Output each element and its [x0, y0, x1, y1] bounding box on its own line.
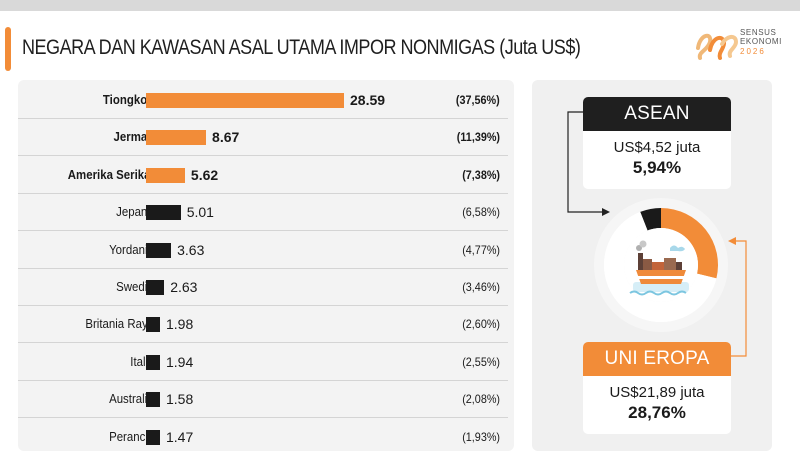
value-label: 1.98 — [166, 316, 194, 333]
bar-amerika-serikat — [146, 167, 185, 183]
bar-tiongkok — [146, 93, 344, 108]
table-row: Italia 1.94 (2,55%) — [18, 344, 508, 381]
value-label: 5.01 — [186, 204, 214, 221]
bar-swedia — [146, 280, 165, 295]
share-label: (7,38%) — [462, 167, 500, 182]
table-row: Amerika Serikat 5.62 (7,38%) — [18, 157, 508, 194]
country-label: Perancis — [109, 428, 154, 444]
title-accent-bar — [5, 27, 11, 71]
logo-text-3: 2026 — [740, 47, 766, 56]
asean-share: 5,94% — [632, 158, 682, 177]
donut-slice-uni-eropa — [661, 208, 719, 279]
bar-jepang — [146, 205, 181, 221]
table-row: Jepang 5.01 (6,58%) — [18, 194, 508, 232]
bar-perancis — [146, 429, 160, 445]
value-label: 8.67 — [212, 129, 240, 146]
eu-card: UNI EROPA US$21,89 juta 28,76% — [583, 342, 731, 434]
asean-card: ASEAN US$4,52 juta 5,94% — [583, 97, 731, 189]
share-label: (4,77%) — [462, 242, 500, 257]
bar-jerman — [146, 130, 207, 146]
import-origin-chart-panel: Tiongkok 28.59 (37,56%) Jerman 8.67 (11,39%) A… — [18, 80, 514, 451]
asean-value: US$4,52 juta — [613, 139, 701, 156]
share-label: (2,60%) — [462, 317, 500, 332]
table-row: Swedia 2.63 (3,46%) — [18, 269, 508, 306]
bar-australia — [146, 392, 160, 408]
bar-yordania — [146, 242, 172, 258]
table-row: Jerman 8.67 (11,39%) — [18, 119, 508, 157]
share-label: (37,56%) — [456, 93, 500, 107]
country-label: Britania Raya — [85, 316, 154, 332]
share-label: (11,39%) — [456, 130, 500, 145]
value-label: 28.59 — [350, 92, 386, 108]
share-label: (6,58%) — [462, 205, 500, 220]
region-share-donut — [592, 196, 730, 334]
asean-card-header: ASEAN — [583, 97, 731, 131]
logo-text-2: EKONOMI — [740, 37, 782, 46]
country-label: Swedia — [116, 279, 154, 294]
country-label: Jerman — [113, 129, 154, 145]
value-label: 3.63 — [177, 241, 205, 258]
value-label: 2.63 — [170, 279, 198, 295]
table-row: Perancis 1.47 (1,93%) — [18, 419, 508, 456]
sensus-ekonomi-logo: SENSUS EKONOMI 2026 — [694, 26, 794, 62]
donut-slice-asean — [640, 208, 661, 231]
country-label: Tiongkok — [103, 92, 154, 107]
table-row: Yordania 3.63 (4,77%) — [18, 232, 508, 269]
table-row: Tiongkok 28.59 (37,56%) — [18, 82, 508, 119]
eu-share: 28,76% — [628, 403, 686, 422]
bar-britania-raya — [146, 317, 160, 333]
share-label: (3,46%) — [462, 280, 500, 294]
top-bar — [0, 0, 800, 11]
logo-text-1: SENSUS — [740, 28, 777, 37]
value-label: 1.47 — [166, 428, 194, 445]
share-label: (2,08%) — [462, 392, 500, 407]
eu-name: UNI EROPA — [604, 348, 710, 369]
value-label: 5.62 — [190, 166, 219, 183]
share-label: (2,55%) — [462, 354, 500, 369]
country-label: Australia — [109, 391, 154, 407]
share-label: (1,93%) — [462, 429, 500, 444]
cargo-ship-icon — [629, 240, 689, 296]
page-title: NEGARA DAN KAWASAN ASAL UTAMA IMPOR NONM… — [22, 36, 581, 59]
country-label: Jepang — [116, 204, 154, 220]
donut-slice-other — [604, 211, 717, 322]
table-row: Britania Raya 1.98 (2,60%) — [18, 306, 508, 344]
eu-value: US$21,89 juta — [609, 384, 705, 401]
header: NEGARA DAN KAWASAN ASAL UTAMA IMPOR NONM… — [0, 18, 800, 74]
eu-card-header: UNI EROPA — [583, 342, 731, 376]
bar-italia — [146, 354, 160, 370]
value-label: 1.94 — [166, 353, 194, 370]
country-label: Amerika Serikat — [67, 166, 154, 182]
donut-chart — [594, 198, 728, 332]
value-label: 1.58 — [166, 391, 194, 408]
table-row: Australia 1.58 (2,08%) — [18, 381, 508, 419]
country-label: Yordania — [109, 241, 154, 257]
sensus-ekonomi-logo-icon — [696, 33, 739, 60]
asean-name: ASEAN — [624, 103, 690, 124]
